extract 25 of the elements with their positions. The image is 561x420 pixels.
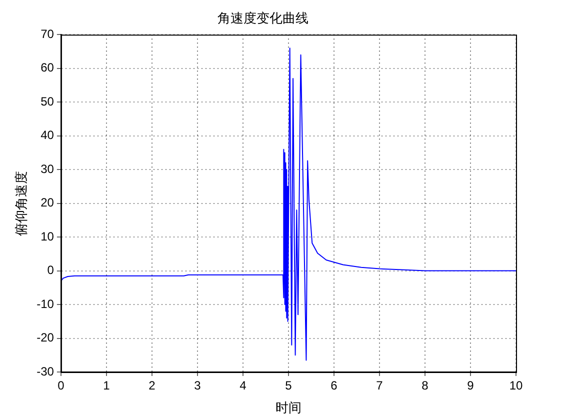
y-tick-label: 30 <box>40 162 54 176</box>
y-tick-label: -30 <box>36 364 54 378</box>
x-tick-label: 7 <box>376 378 384 393</box>
x-tick-label: 9 <box>467 378 474 393</box>
x-tick-label: 1 <box>103 378 110 393</box>
x-tick-label: 2 <box>148 378 156 393</box>
y-tick-label: 20 <box>40 196 54 210</box>
x-axis-title: 时间 <box>275 400 302 415</box>
y-tick-label: 60 <box>40 60 54 75</box>
y-tick-label: -10 <box>36 296 54 311</box>
y-tick-label: -20 <box>36 330 54 345</box>
chart-title: 角速度变化曲线 <box>218 10 308 26</box>
y-tick-label: 10 <box>40 229 54 244</box>
x-tick-label: 5 <box>285 378 292 393</box>
x-tick-label: 8 <box>422 378 429 393</box>
y-tick-label: 40 <box>40 128 54 142</box>
x-tick-label: 4 <box>240 378 247 393</box>
x-tick-label: 6 <box>330 378 338 393</box>
x-tick-label: 3 <box>194 378 202 393</box>
y-tick-label: 50 <box>40 94 54 108</box>
y-tick-label: 0 <box>47 263 54 278</box>
x-tick-label: 0 <box>58 378 65 393</box>
x-tick-label: 10 <box>509 378 523 393</box>
y-tick-label: 70 <box>40 26 54 41</box>
y-axis-title: 俯仰角速度 <box>13 170 28 236</box>
